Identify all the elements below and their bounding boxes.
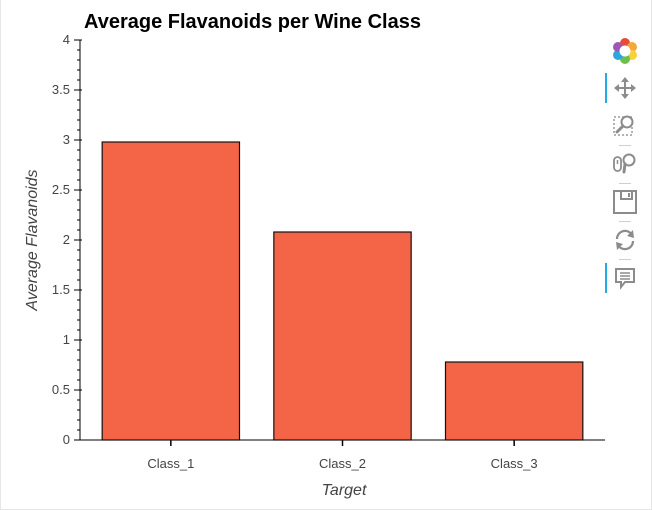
plot-toolbar: [605, 32, 645, 302]
toolbar-divider: [619, 259, 631, 260]
y-tick-label: 3.5: [52, 82, 70, 97]
y-axis-label: Average Flavanoids: [24, 169, 41, 311]
reset-tool-button[interactable]: [605, 223, 645, 257]
box-zoom-tool-button[interactable]: [605, 109, 645, 143]
y-tick-label: 0: [63, 432, 70, 447]
bar-class-2[interactable]: [273, 231, 412, 441]
toolbar-divider: [619, 183, 631, 184]
y-tick-label: 0.5: [52, 382, 70, 397]
pan-tool-icon: [614, 77, 636, 99]
y-tick-label: 1: [63, 332, 70, 347]
wheel-zoom-tool-icon: [613, 153, 636, 174]
y-tick-label: 2.5: [52, 182, 70, 197]
y-tick-label: 2: [63, 232, 70, 247]
bars-group: [101, 141, 584, 441]
y-axis: 0 0.5 1 1.5 2 2.5 3 3.5 4: [52, 32, 82, 447]
hover-tool-button[interactable]: [605, 261, 645, 295]
x-tick-label: Class_2: [319, 456, 366, 471]
wheel-zoom-tool-button[interactable]: [605, 147, 645, 181]
y-tick-label: 4: [63, 32, 70, 47]
reset-tool-icon: [615, 229, 635, 251]
toolbar-divider: [619, 221, 631, 222]
save-tool-icon: [613, 190, 637, 214]
pan-tool-button[interactable]: [605, 71, 645, 105]
bar-class-1[interactable]: [101, 141, 241, 441]
hover-tool-icon: [615, 268, 635, 290]
toolbar-divider: [619, 145, 631, 146]
box-zoom-tool-icon: [613, 115, 634, 136]
y-tick-label: 1.5: [52, 282, 70, 297]
x-tick-label: Class_1: [147, 456, 194, 471]
chart-title: Average Flavanoids per Wine Class: [84, 11, 421, 33]
y-tick-label: 3: [63, 132, 70, 147]
save-tool-button[interactable]: [605, 185, 645, 219]
bar-class-3[interactable]: [444, 361, 584, 441]
x-axis-label: Target: [322, 482, 367, 499]
bokeh-logo-icon: [613, 38, 637, 64]
x-axis: Class_1 Class_2 Class_3: [80, 438, 605, 471]
bokeh-logo[interactable]: [605, 34, 645, 68]
x-tick-label: Class_3: [491, 456, 538, 471]
